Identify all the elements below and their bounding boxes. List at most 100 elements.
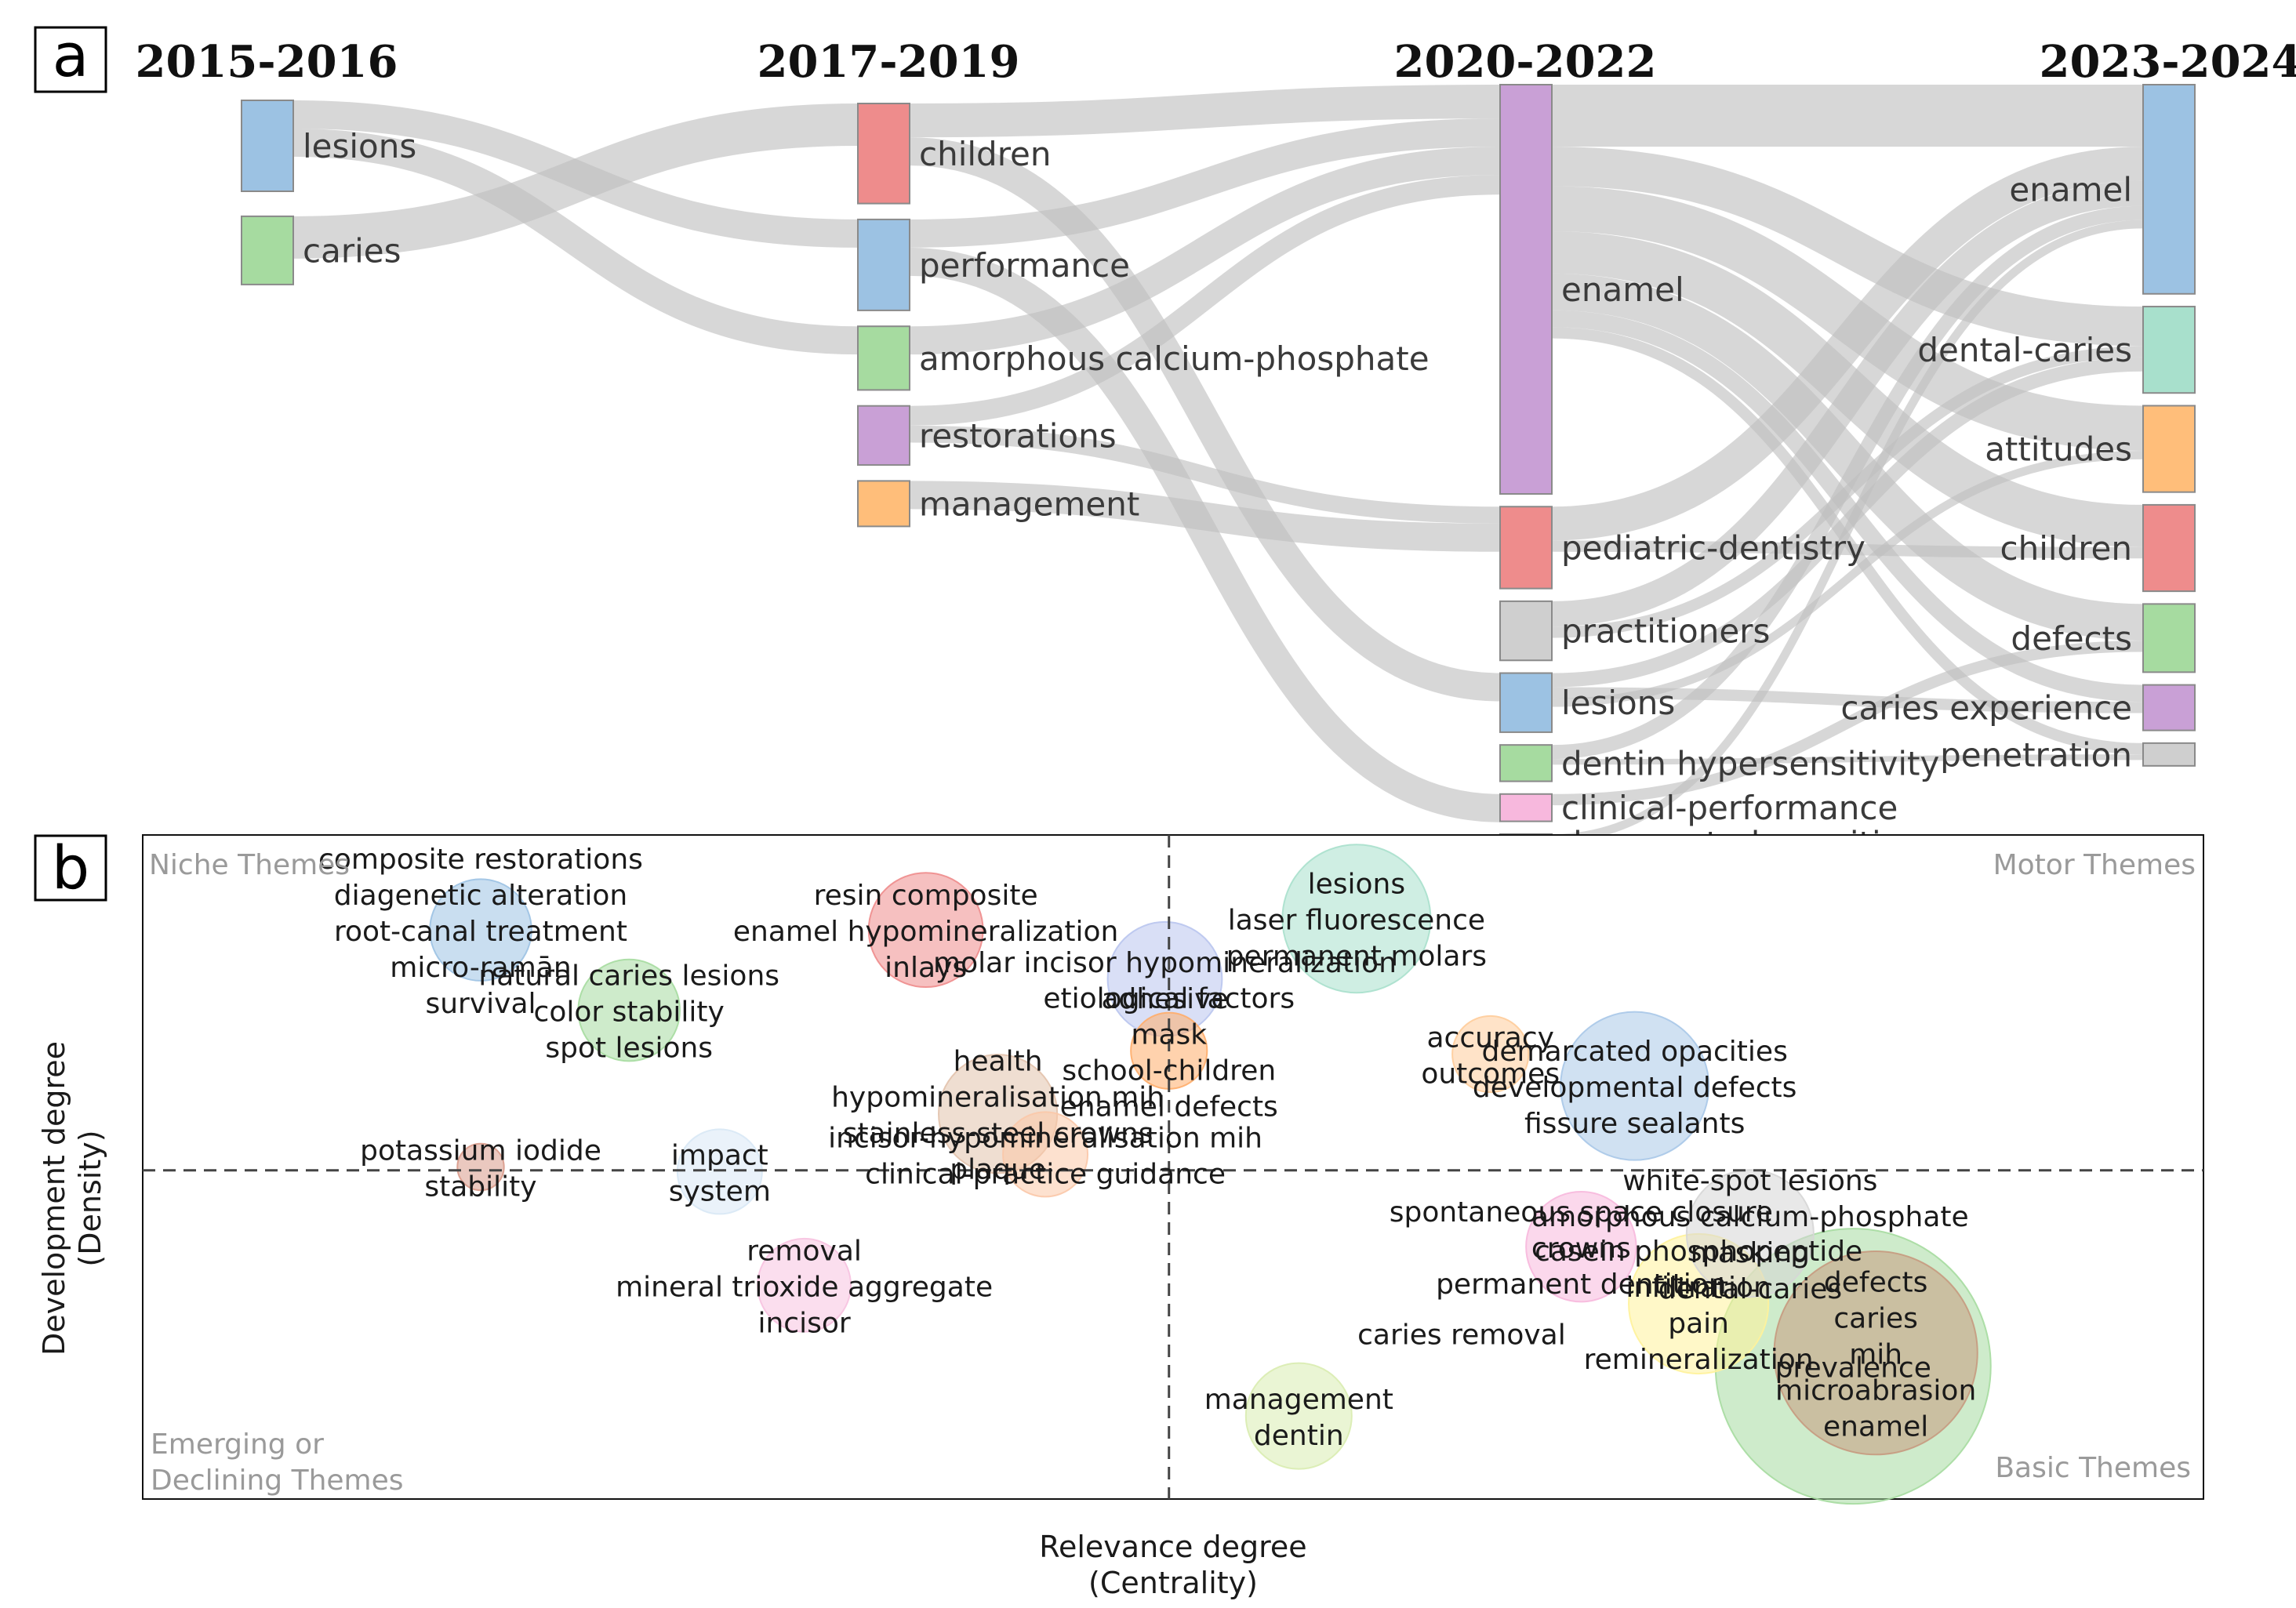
node-a-lesions	[241, 100, 294, 192]
theme-label-impact: impact	[671, 1139, 768, 1171]
node-c-clinical	[1499, 793, 1553, 822]
node-b-children	[857, 103, 910, 205]
theme-label-amorphous-calcium-phosphate: amorphous calcium-phosphate	[1531, 1201, 1969, 1233]
sankey-labels: lesions caries children performance amorphou…	[303, 127, 2132, 862]
link-b-management-to-c-pediatric	[909, 481, 1501, 552]
node-label-a-caries: caries	[303, 231, 401, 270]
node-label-d-attitudes: attitudes	[1985, 430, 2132, 469]
node-label-d-penetration: penetration	[1940, 735, 2132, 774]
node-label-c-enamel: enamel	[1561, 270, 1684, 309]
theme-label-survival: survival	[425, 988, 536, 1020]
theme-label-inlays: inlays	[885, 952, 967, 984]
theme-label-permanent-molars: permanent molars	[1226, 941, 1487, 973]
theme-label-dentin: dentin	[1254, 1420, 1344, 1452]
bubble-composite-restorations	[429, 878, 532, 982]
theme-label-mineral-trioxide-aggregate: mineral trioxide aggregate	[616, 1271, 993, 1303]
theme-label-stainless-steel-crowns: stainless-steel crowns	[843, 1118, 1153, 1150]
node-label-b-performance: performance	[919, 246, 1130, 285]
theme-label-resin-composite: resin composite	[814, 880, 1038, 912]
theme-label-micro-ram-n: micro-ramān	[390, 952, 571, 984]
panel-b-label: b	[34, 833, 107, 902]
theme-label-crowns: crowns	[1531, 1232, 1631, 1265]
x-axis-label-line-1: Relevance degree	[1039, 1530, 1306, 1564]
node-label-d-children: children	[2000, 529, 2132, 568]
theme-label-defects: defects	[1824, 1267, 1928, 1299]
theme-label-infiltration: infiltration	[1626, 1272, 1771, 1304]
theme-label-masking: masking	[1691, 1237, 1810, 1269]
link-b-restorations-to-c-pediatric	[909, 425, 1501, 524]
theme-label-developmental-defects: developmental defects	[1473, 1072, 1796, 1104]
link-c-dentin-to-d-enamel	[1551, 205, 2144, 760]
link-b-children-to-c-lesions	[909, 137, 1501, 702]
theme-label-pain: pain	[1668, 1308, 1729, 1340]
theme-label-prevalence: prevalence	[1775, 1352, 1931, 1385]
bubble-resin-composite	[867, 872, 984, 989]
node-label-c-dentin: dentin hypersensitivity	[1561, 744, 1939, 782]
theme-label-spontaneous-space-closure: spontaneous space closure	[1390, 1196, 1773, 1229]
theme-label-lesions: lesions	[1308, 869, 1406, 901]
theme-label-incisor: incisor	[757, 1307, 850, 1339]
theme-label-clinical-practice-guidance: clinical-practice guidance	[865, 1158, 1226, 1190]
theme-label-accuracy: accuracy	[1427, 1022, 1554, 1054]
theme-label-casein-phosphopeptide: casein phosphopeptide	[1535, 1236, 1862, 1268]
link-c-dentin-to-d-penetration	[1551, 754, 2144, 765]
theme-label-microabrasion: microabrasion	[1775, 1375, 1976, 1407]
link-c-enamel-to-d-dental	[1551, 147, 2144, 347]
link-b-performance-to-c-enamel	[909, 118, 1501, 248]
theme-label-root-canal-treatment: root-canal treatment	[334, 916, 627, 948]
node-label-b-children: children	[919, 135, 1052, 173]
bubble-lesions	[1281, 844, 1432, 994]
quadrant-basic-themes: Basic Themes	[1995, 1452, 2191, 1484]
node-c-dentin	[1499, 744, 1553, 782]
y-axis-label-line-2: (Density)	[73, 1130, 107, 1266]
x-axis-label-line-2: (Centrality)	[1088, 1566, 1258, 1600]
node-d-attitudes	[2142, 405, 2196, 493]
sankey-links	[292, 84, 2144, 843]
theme-label-incisor-hypomineralisation-mih: incisor-hypomineralisation mih	[828, 1122, 1262, 1154]
period-2015-2016: 2015-2016	[136, 36, 398, 88]
quadrant-motor-themes: Motor Themes	[1993, 849, 2196, 881]
node-c-practitioners	[1499, 600, 1553, 662]
panel-b-letter: b	[52, 833, 89, 902]
node-label-c-practitioners: practitioners	[1561, 612, 1770, 651]
theme-label-caries-removal: caries removal	[1357, 1319, 1566, 1351]
panel-a-label: a	[34, 20, 107, 93]
theme-label-health: health	[954, 1046, 1043, 1078]
bubble-incisor-hypomineralisation-mih	[1002, 1111, 1089, 1198]
theme-label-management: management	[1204, 1384, 1393, 1416]
node-label-b-restorations: restorations	[919, 416, 1117, 455]
theme-label-enamel-hypomineralization: enamel hypomineralization	[733, 916, 1119, 948]
bubble-labels: composite restorations diagenetic alterat…	[318, 844, 1976, 1452]
node-d-children	[2142, 503, 2196, 593]
theme-label-demarcated-opacities: demarcated opacities	[1482, 1036, 1788, 1068]
panel-a-letter: a	[53, 20, 89, 90]
node-d-enamel	[2142, 84, 2196, 295]
theme-label-plaque: plaque	[950, 1154, 1046, 1186]
node-b-restorations	[857, 405, 910, 466]
thematic-map: composite restorations diagenetic alterat…	[37, 834, 2204, 1600]
theme-label-remineralization: remineralization	[1584, 1344, 1814, 1376]
period-headers: 2015-2016 2017-2019 2020-2022 2023-2024	[136, 36, 2296, 88]
theme-label-system: system	[669, 1175, 771, 1207]
quadrant-emerging-declining-line-1: Emerging or	[151, 1428, 324, 1461]
bubble-white-spot-lesions	[1685, 1169, 1815, 1298]
node-label-d-defects: defects	[2011, 619, 2132, 658]
link-b-children-to-c-enamel	[909, 85, 1501, 138]
link-a-lesions-to-b-acp	[292, 128, 859, 355]
quadrant-dividers	[143, 835, 2203, 1499]
link-c-pediatric-to-d-enamel	[1551, 147, 2144, 541]
theme-label-outcomes: outcomes	[1421, 1058, 1560, 1091]
link-c-practitioners-to-d-enamel	[1551, 180, 2144, 627]
quadrant-labels: Niche Themes Motor Themes Basic Themes Emer…	[149, 849, 2196, 1497]
link-b-restorations-to-c-enamel	[909, 175, 1501, 426]
node-label-d-enamel: enamel	[2009, 170, 2132, 209]
theme-label-natural-caries-lesions: natural caries lesions	[478, 960, 779, 993]
theme-label-diagenetic-alteration: diagenetic alteration	[334, 880, 627, 912]
link-c-enamel-to-d-defects	[1551, 273, 2144, 641]
theme-label-color-stability: color stability	[534, 996, 725, 1029]
node-label-d-dental: dental-caries	[1917, 331, 2132, 369]
bubbles	[429, 844, 1992, 1505]
theme-label-removal: removal	[747, 1235, 862, 1267]
theme-label-enamel-defects: enamel defects	[1060, 1091, 1278, 1123]
